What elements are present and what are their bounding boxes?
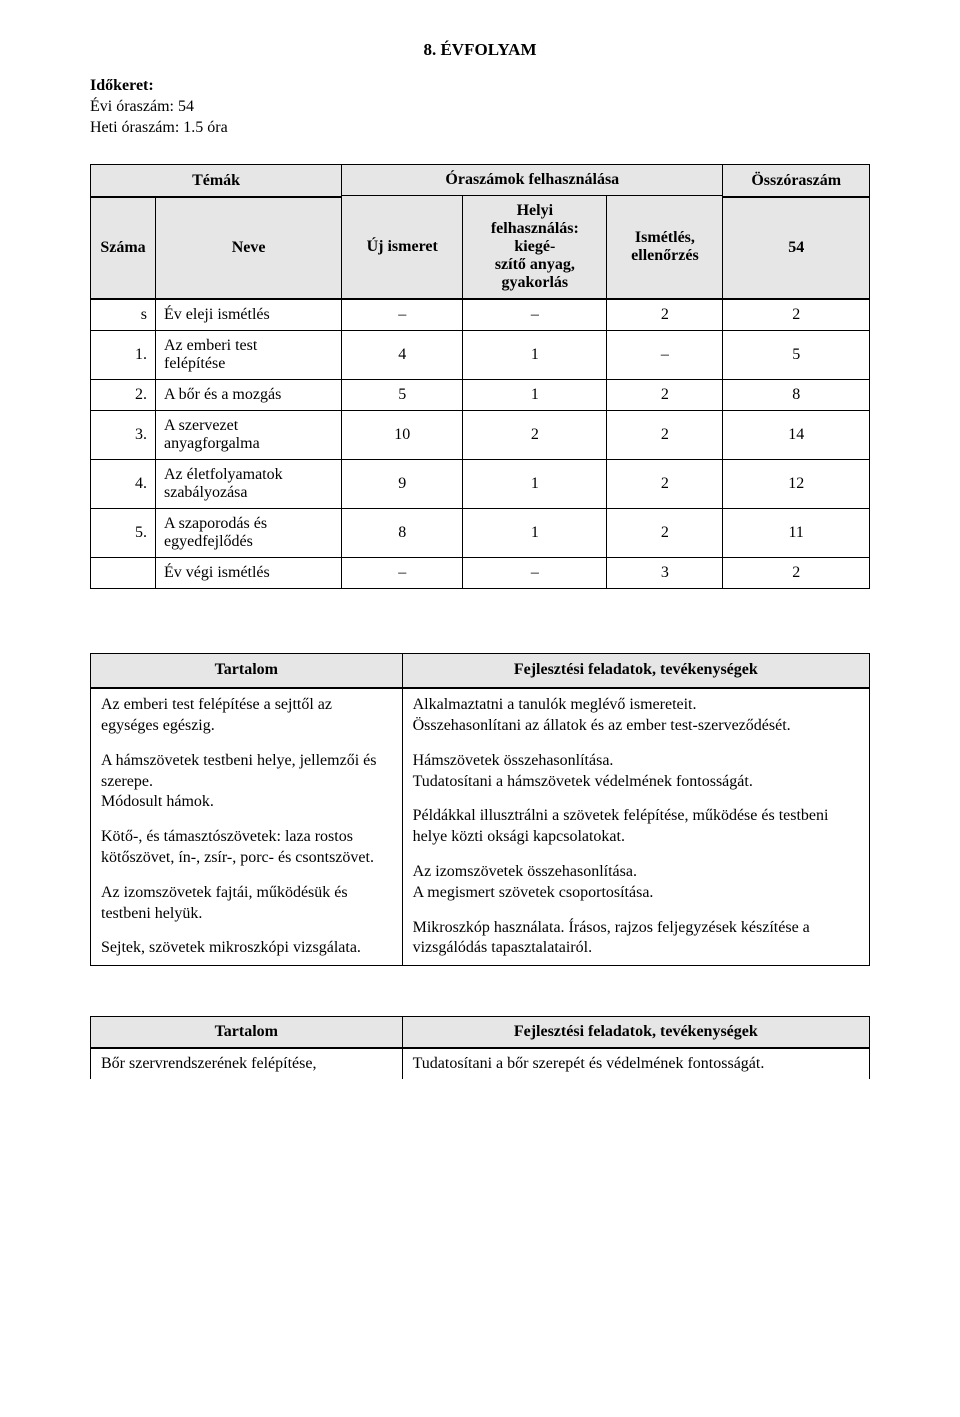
table-row: 2. A bőr és a mozgás 5 1 2 8 <box>91 380 870 411</box>
tartalom-p2: A hámszövetek testbeni helye, jellemzői … <box>101 751 392 813</box>
cell-ism: – <box>607 331 723 380</box>
cell-uj: – <box>342 558 463 589</box>
cell-szama: 2. <box>91 380 156 411</box>
cell-helyi: 1 <box>463 509 607 558</box>
cell-uj: 4 <box>342 331 463 380</box>
cell-ossz: 11 <box>723 509 870 558</box>
table-row: 3. A szervezet anyagforgalma 10 2 2 14 <box>91 411 870 460</box>
th-ossz-val: 54 <box>723 197 870 299</box>
cell-helyi: 1 <box>463 460 607 509</box>
oraszam-table: Témák Óraszámok felhasználása Összóraszá… <box>90 164 870 589</box>
table-row: Bőr szervrendszerének felépítése, Tudato… <box>91 1048 870 1079</box>
tartalom-p3: Kötő-, és támasztószövetek: laza rostos … <box>101 827 392 869</box>
cell-helyi: 1 <box>463 380 607 411</box>
tartalom-table-2: Tartalom Fejlesztési feladatok, tevékeny… <box>90 1016 870 1079</box>
cell-ism: 2 <box>607 509 723 558</box>
cell-uj: 9 <box>342 460 463 509</box>
table-row: Az emberi test felépítése a sejttől az e… <box>91 688 870 965</box>
tartalom-p4: Az izomszövetek fajtái, működésük és tes… <box>101 883 392 925</box>
fejl-p1: Alkalmaztatni a tanulók meglévő ismerete… <box>413 695 859 737</box>
th-tartalom: Tartalom <box>91 654 403 688</box>
cell-szama: 4. <box>91 460 156 509</box>
cell-szama: 1. <box>91 331 156 380</box>
th-osszora: Összóraszám <box>723 165 870 198</box>
table-row: 5. A szaporodás és egyedfejlődés 8 1 2 1… <box>91 509 870 558</box>
cell-ossz: 14 <box>723 411 870 460</box>
cell-ossz: 2 <box>723 299 870 331</box>
fejl-p3: Példákkal illusztrálni a szövetek felépí… <box>413 806 859 848</box>
cell-neve: Év végi ismétlés <box>156 558 342 589</box>
cell-ism: 2 <box>607 460 723 509</box>
cell-ism: 3 <box>607 558 723 589</box>
evi-oraszam: Évi óraszám: 54 <box>90 97 870 118</box>
th-temak: Témák <box>91 165 342 198</box>
heti-oraszam: Heti óraszám: 1.5 óra <box>90 118 870 139</box>
th-fejlesztesi: Fejlesztési feladatok, tevékenységek <box>402 1017 869 1049</box>
th-helyi: Helyi felhasználás: kiegé- szítő anyag, … <box>463 196 607 300</box>
tartalom-p5: Sejtek, szövetek mikroszkópi vizsgálata. <box>101 938 392 959</box>
cell-neve: A szaporodás és egyedfejlődés <box>156 509 342 558</box>
cell-szama <box>91 558 156 589</box>
idokeret-label: Időkeret: <box>90 76 870 97</box>
cell-ism: 2 <box>607 299 723 331</box>
cell-neve: Év eleji ismétlés <box>156 299 342 331</box>
idokeret-block: Időkeret: Évi óraszám: 54 Heti óraszám: … <box>90 76 870 138</box>
cell-uj: 5 <box>342 380 463 411</box>
cell-ism: 2 <box>607 411 723 460</box>
cell-ism: 2 <box>607 380 723 411</box>
table-row: 1. Az emberi test felépítése 4 1 – 5 <box>91 331 870 380</box>
cell-neve: Az emberi test felépítése <box>156 331 342 380</box>
table-row: 4. Az életfolyamatok szabályozása 9 1 2 … <box>91 460 870 509</box>
th-szama: Száma <box>91 197 156 299</box>
tartalom-table-1: Tartalom Fejlesztési feladatok, tevékeny… <box>90 653 870 966</box>
th-tartalom: Tartalom <box>91 1017 403 1049</box>
th-neve: Neve <box>156 197 342 299</box>
cell-szama: s <box>91 299 156 331</box>
table-row: s Év eleji ismétlés – – 2 2 <box>91 299 870 331</box>
cell-uj: – <box>342 299 463 331</box>
cell-fejlesztesi: Tudatosítani a bőr szerepét és védelméne… <box>402 1048 869 1079</box>
cell-szama: 5. <box>91 509 156 558</box>
cell-helyi: – <box>463 558 607 589</box>
cell-ossz: 8 <box>723 380 870 411</box>
fejl-p4: Az izomszövetek összehasonlítása. A megi… <box>413 862 859 904</box>
table-row: Év végi ismétlés – – 3 2 <box>91 558 870 589</box>
cell-ossz: 12 <box>723 460 870 509</box>
cell-helyi: – <box>463 299 607 331</box>
fejl-p5: Mikroszkóp használata. Írásos, rajzos fe… <box>413 918 859 960</box>
cell-uj: 10 <box>342 411 463 460</box>
th-oraszamok: Óraszámok felhasználása <box>342 165 723 196</box>
cell-neve: A szervezet anyagforgalma <box>156 411 342 460</box>
th-ismetles: Ismétlés, ellenőrzés <box>607 196 723 300</box>
cell-neve: A bőr és a mozgás <box>156 380 342 411</box>
cell-helyi: 1 <box>463 331 607 380</box>
cell-neve: Az életfolyamatok szabályozása <box>156 460 342 509</box>
fejl-p2: Hámszövetek összehasonlítása. Tudatosíta… <box>413 751 859 793</box>
th-uj-ismeret: Új ismeret <box>342 196 463 300</box>
cell-szama: 3. <box>91 411 156 460</box>
cell-ossz: 2 <box>723 558 870 589</box>
cell-fejlesztesi: Alkalmaztatni a tanulók meglévő ismerete… <box>402 688 869 965</box>
cell-tartalom: Bőr szervrendszerének felépítése, <box>91 1048 403 1079</box>
page-title: 8. ÉVFOLYAM <box>90 40 870 60</box>
cell-tartalom: Az emberi test felépítése a sejttől az e… <box>91 688 403 965</box>
cell-helyi: 2 <box>463 411 607 460</box>
document-page: 8. ÉVFOLYAM Időkeret: Évi óraszám: 54 He… <box>0 0 960 1417</box>
th-fejlesztesi: Fejlesztési feladatok, tevékenységek <box>402 654 869 688</box>
cell-uj: 8 <box>342 509 463 558</box>
tartalom-p1: Az emberi test felépítése a sejttől az e… <box>101 695 392 737</box>
cell-ossz: 5 <box>723 331 870 380</box>
